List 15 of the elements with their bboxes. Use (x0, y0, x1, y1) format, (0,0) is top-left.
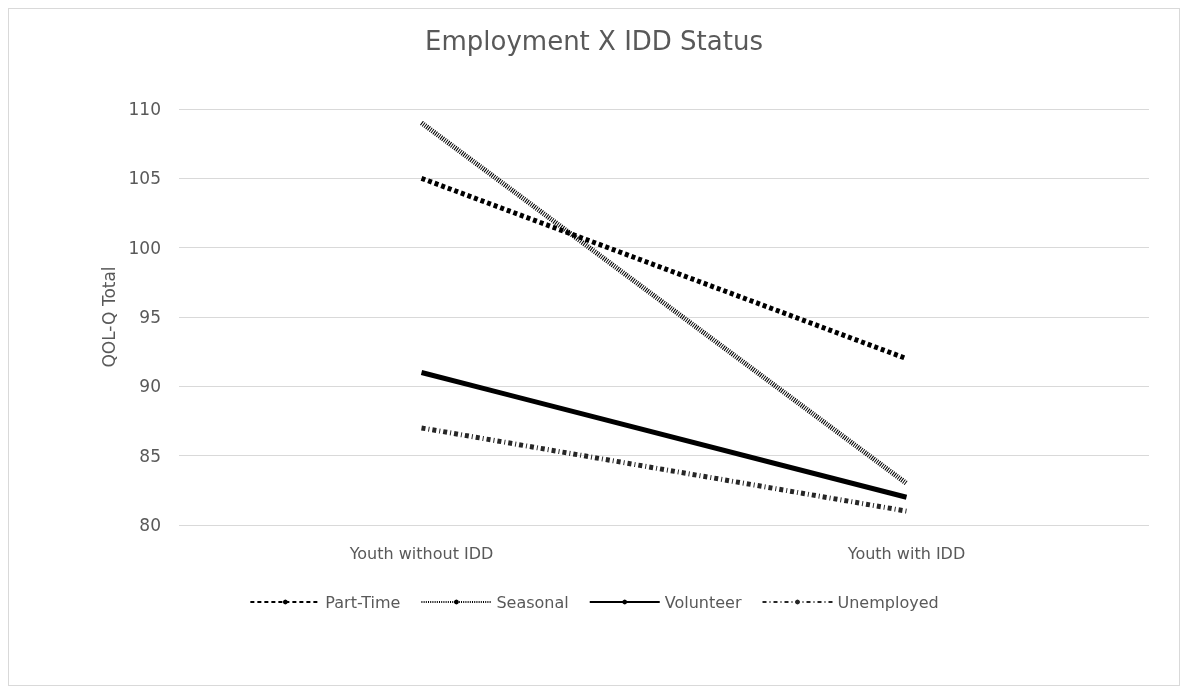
chart-title: Employment X IDD Status (425, 26, 763, 56)
x-tick-label: Youth with IDD (846, 543, 966, 563)
x-tick-label: Youth without IDD (348, 543, 494, 563)
legend-label: Unemployed (837, 592, 939, 612)
y-tick-label: 80 (139, 515, 161, 535)
y-tick-label: 105 (128, 168, 161, 189)
y-tick-label: 100 (128, 237, 161, 258)
y-axis-title: QOL-Q Total (99, 266, 120, 368)
legend-label: Seasonal (496, 592, 569, 612)
y-tick-label: 85 (139, 445, 161, 466)
y-tick-label: 95 (139, 307, 161, 327)
y-tick-label: 90 (139, 376, 161, 397)
legend-label: Part-Time (325, 592, 401, 612)
legend-label: Volunteer (664, 592, 742, 612)
y-tick-label: 110 (128, 99, 161, 119)
